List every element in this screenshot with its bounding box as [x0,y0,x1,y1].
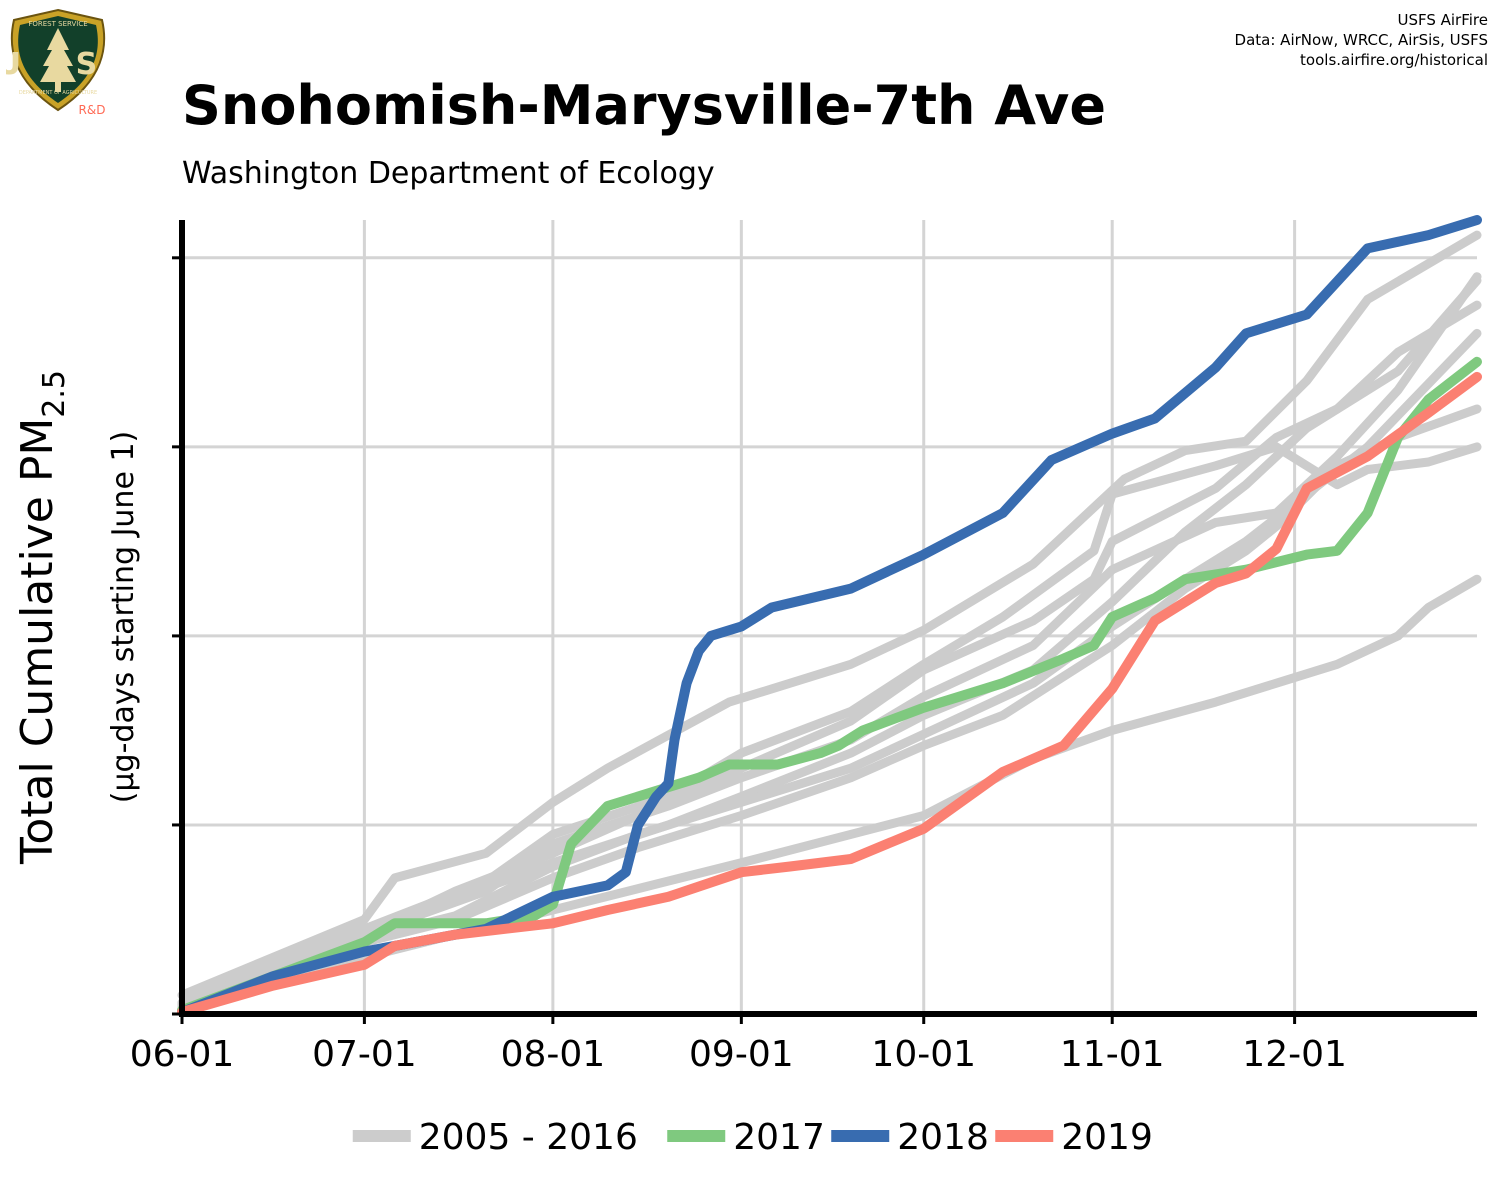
series-line [177,276,1482,1008]
x-tick-label: 12-01 [1242,1034,1347,1075]
legend-label: 2005 - 2016 [419,1117,638,1158]
axes: 06-01 07-01 08-01 09-01 10-01 11-01 12-01 [130,220,1477,1075]
series-line [177,328,1482,1013]
credits-block: USFS AirFire Data: AirNow, WRCC, AirSis,… [1235,10,1488,70]
chart-subtitle: Washington Department of Ecology [182,156,715,191]
x-tick-label: 06-01 [130,1034,235,1075]
series-layer [177,215,1482,1018]
series-line [177,215,1482,1018]
forest-service-logo: U S FOREST SERVICE DEPARTMENT OF AGRICUL… [6,8,110,117]
logo-letters: U S [6,47,110,82]
series-line [177,230,1482,1000]
logo-tag: R&D [79,103,106,117]
series-line [177,356,1482,1016]
x-tick-label: 09-01 [689,1034,794,1075]
legend: 2005 - 2016 2017 2018 2019 [352,1117,1153,1158]
x-tick-label: 11-01 [1060,1034,1165,1075]
logo-top-text: FOREST SERVICE [28,20,87,28]
x-tick-label: 08-01 [501,1034,606,1075]
credit-line: tools.airfire.org/historical [1300,51,1488,69]
grid [180,220,1477,1014]
series-line [177,404,1482,1011]
y-axis-label: Total Cumulative PM2.5 [12,370,72,865]
series-line [177,442,1482,1009]
y-axis-note: (µg-days starting June 1) [106,431,141,803]
logo-bottom-text: DEPARTMENT OF AGRICULTURE [19,90,97,96]
credit-line: Data: AirNow, WRCC, AirSis, USFS [1234,31,1488,49]
credit-line: USFS AirFire [1397,11,1488,29]
series-line [177,371,1482,1018]
legend-label: 2019 [1061,1117,1153,1158]
legend-label: 2018 [897,1117,989,1158]
x-tick-label: 07-01 [312,1034,417,1075]
series-line [177,272,1482,1011]
y-axis-label-subscript: 2.5 [37,370,72,418]
chart-title: Snohomish-Marysville-7th Ave [182,74,1106,137]
y-axis-label-group: Total Cumulative PM2.5 (µg-days starting … [12,370,141,865]
x-tick-label: 10-01 [871,1034,976,1075]
legend-label: 2017 [733,1117,825,1158]
